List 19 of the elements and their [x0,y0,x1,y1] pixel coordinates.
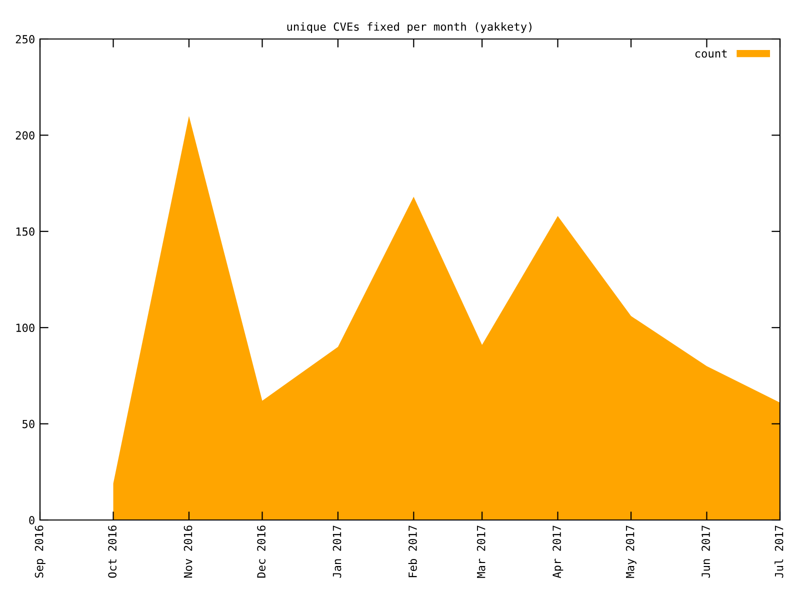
x-tick-label: Jun 2017 [702,526,710,578]
y-tick-label: 50 [22,420,34,428]
x-tick-label: Oct 2016 [108,526,117,578]
chart-title: unique CVEs fixed per month (yakkety) [287,22,532,33]
x-tick-label: Sep 2016 [34,526,46,578]
y-tick-label: 250 [16,35,34,44]
x-tick-label: Apr 2017 [552,526,564,578]
y-tick-label: 200 [16,131,34,140]
x-tick-label: Dec 2016 [257,526,266,578]
x-tick-label: Feb 2017 [408,526,417,578]
y-tick-label: 100 [16,324,34,332]
x-tick-label: May 2017 [626,526,636,578]
y-tick-label: 150 [16,227,34,236]
x-tick-label: Jan 2017 [332,526,342,578]
x-tick-label: Jul 2017 [774,526,784,578]
y-tick-label: 0 [29,516,34,524]
x-tick-label: Nov 2016 [184,526,192,578]
legend-label: count [695,50,727,58]
x-tick-label: Mar 2017 [476,526,486,578]
